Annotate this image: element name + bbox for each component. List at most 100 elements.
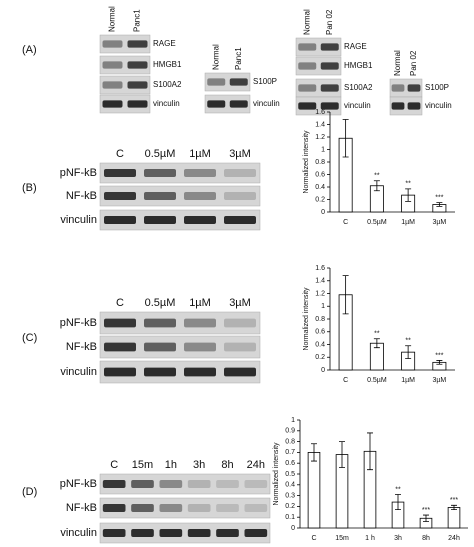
lane-label: C (110, 459, 118, 471)
x-tick-label: C (343, 219, 348, 226)
blot-strip (99, 473, 271, 495)
lane-label: 1µM (189, 148, 211, 160)
bar (447, 507, 461, 529)
row-label: vinculin (344, 101, 371, 110)
lane-label: 1h (165, 459, 177, 471)
significance: ** (405, 181, 411, 188)
error-bar (342, 119, 349, 158)
y-tick-label: 0.8 (315, 159, 325, 166)
error-bar (423, 514, 429, 522)
blot-band (207, 100, 226, 108)
blot-band (298, 62, 317, 70)
blot-band (144, 216, 176, 224)
blot-strip (99, 162, 261, 184)
y-tick-label: 1.2 (315, 290, 325, 297)
blot-band (216, 529, 239, 537)
x-tick-label: C (311, 535, 316, 542)
blot-band (298, 84, 317, 92)
blot-band (144, 342, 176, 352)
blot-band (224, 216, 256, 224)
lane-label: 3µM (229, 297, 251, 309)
blot-band (298, 102, 317, 110)
y-tick-label: 0 (291, 525, 295, 532)
blot-band (131, 504, 154, 512)
y-tick-label: 0.9 (285, 428, 295, 435)
blot-band (184, 169, 216, 177)
significance: ** (374, 173, 380, 180)
y-tick-label: 0.8 (315, 316, 325, 323)
blot-strip (204, 72, 251, 92)
error-bar (395, 494, 401, 511)
blot-band (184, 367, 216, 377)
lane-label: Pan 02 (409, 50, 418, 76)
panel-label: (D) (22, 486, 37, 498)
y-tick-label: 0.4 (285, 482, 295, 489)
significance: *** (422, 507, 430, 514)
row-label: vinculin (153, 99, 180, 108)
y-tick-label: 0.5 (285, 471, 295, 478)
row-label: NF-kB (66, 341, 97, 353)
error-bar (373, 338, 380, 349)
row-label: HMGB1 (153, 60, 182, 69)
error-bar (342, 275, 349, 315)
error-bar (367, 432, 373, 471)
significance: ** (395, 486, 401, 493)
y-tick-label: 0.4 (315, 341, 325, 348)
blot-band (184, 318, 216, 328)
blot-band (244, 504, 268, 512)
blot-band (104, 169, 136, 177)
row-label: pNF-kB (60, 317, 97, 329)
error-bar (405, 345, 412, 359)
row-label: vinculin (253, 99, 280, 108)
lane-label: 0.5µM (145, 297, 176, 309)
blot-band (131, 480, 154, 488)
y-tick-label: 1.6 (315, 109, 325, 116)
y-tick-label: 0.6 (285, 460, 295, 467)
y-tick-label: 0.2 (285, 503, 295, 510)
blot-band (224, 367, 256, 377)
blot-strip (99, 311, 261, 335)
lane-label: Normal (302, 9, 311, 35)
significance: ** (405, 338, 411, 345)
row-label: RAGE (344, 42, 367, 51)
lane-label: Panc1 (133, 9, 142, 32)
y-tick-label: 0.6 (315, 171, 325, 178)
blot-band (102, 100, 123, 108)
blot-strip (295, 56, 342, 76)
blot-band (102, 81, 123, 89)
row-label: HMGB1 (344, 61, 373, 70)
blot-band (391, 84, 405, 92)
y-axis-label: Normalized intensity (303, 287, 310, 351)
lane-label: Pan 02 (325, 9, 334, 35)
row-label: pNF-kB (60, 167, 97, 179)
blot-band (127, 61, 148, 69)
blot-band (407, 102, 421, 110)
blot-band (102, 61, 123, 69)
error-bar (451, 504, 457, 511)
lane-label: Normal (393, 50, 402, 76)
y-axis-label: Normalized intensity (273, 442, 280, 506)
blot-band (216, 504, 239, 512)
row-label: S100P (425, 83, 449, 92)
row-label: S100A2 (153, 80, 182, 89)
blot-band (104, 318, 136, 328)
row-label: pNF-kB (60, 478, 97, 490)
x-tick-label: 0.5µM (367, 219, 387, 226)
blot-band (102, 529, 126, 537)
blot-band (187, 529, 211, 537)
row-label: RAGE (153, 39, 176, 48)
blot-band (320, 84, 339, 92)
lane-label: 8h (221, 459, 233, 471)
y-tick-label: 1 (321, 303, 325, 310)
lane-label: C (116, 297, 124, 309)
blot-band (144, 169, 176, 177)
blot-band (224, 318, 256, 328)
blot-band (184, 342, 216, 352)
blot-band (104, 216, 136, 224)
lane-label: 3µM (229, 148, 251, 160)
lane-label: C (116, 148, 124, 160)
blot-strip (99, 94, 151, 114)
blot-band (391, 102, 405, 110)
x-tick-label: 0.5µM (367, 377, 387, 384)
blot-band (320, 102, 339, 110)
